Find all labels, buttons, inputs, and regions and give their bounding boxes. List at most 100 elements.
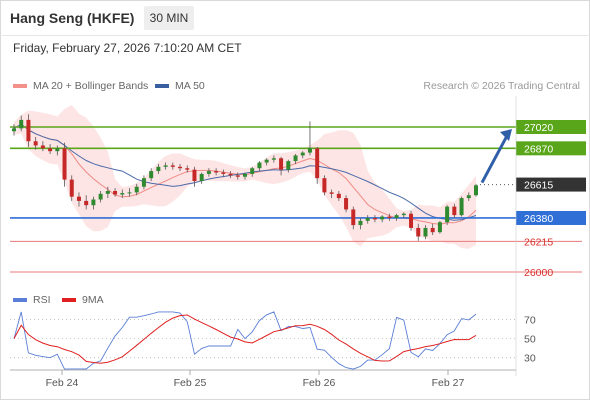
legend-swatch-9ma	[62, 298, 76, 302]
candle-body	[372, 217, 377, 220]
candle-body	[185, 168, 190, 170]
candle-body	[170, 165, 175, 167]
candle-body	[430, 227, 435, 233]
chart-header: Hang Seng (HKFE) 30 MIN	[0, 0, 590, 36]
candle-body	[69, 179, 74, 197]
candle-body	[48, 148, 53, 152]
candle-body	[329, 192, 334, 194]
candle-body	[156, 166, 161, 172]
candle-body	[40, 145, 45, 149]
candle-body	[141, 178, 146, 187]
legend-label-9ma: 9MA	[82, 294, 104, 306]
legend-label-ma20: MA 20 + Bollinger Bands	[33, 80, 149, 92]
report-datetime: Friday, February 27, 2026 7:10:20 AM CET	[13, 41, 242, 55]
last-price-box	[516, 177, 586, 192]
level-label-26380: 26380	[524, 213, 553, 225]
legend-swatch-ma20	[13, 84, 27, 88]
candle-body	[437, 222, 442, 233]
candle-body	[98, 193, 103, 200]
candle-body	[344, 198, 349, 210]
candle-body	[127, 192, 132, 194]
candle-body	[105, 190, 110, 194]
legend-ma50: MA 50	[155, 80, 205, 92]
candle-body	[394, 215, 399, 218]
candle-body	[84, 200, 89, 206]
level-label-27020: 27020	[524, 122, 553, 134]
candle-body	[409, 213, 414, 228]
candle-body	[55, 148, 60, 152]
x-tick-label-feb-24: Feb 24	[46, 377, 79, 389]
candle-body	[163, 165, 168, 167]
candle-body	[91, 199, 96, 206]
candle-body	[271, 158, 276, 160]
last-price-label: 26615	[524, 180, 553, 192]
level-label-26000: 26000	[524, 267, 553, 279]
candle-body	[178, 166, 183, 169]
legend-swatch-rsi	[13, 298, 27, 302]
candle-body	[134, 186, 139, 193]
forecast-arrow-head	[500, 129, 512, 141]
forecast-arrow-shaft	[480, 133, 510, 184]
candle-body	[380, 216, 385, 220]
x-tick-label-feb-25: Feb 25	[174, 377, 207, 389]
x-tick-label-feb-26: Feb 26	[303, 377, 336, 389]
instrument-title: Hang Seng (HKFE)	[10, 10, 135, 26]
candle-body	[257, 162, 262, 169]
interval-button[interactable]: 30 MIN	[144, 6, 194, 30]
candle-body	[192, 169, 197, 182]
legend-label-ma50: MA 50	[175, 80, 205, 92]
candle-body	[264, 159, 269, 163]
candle-body	[279, 158, 284, 170]
candle-body	[293, 155, 298, 162]
candle-body	[322, 178, 327, 193]
candle-body	[26, 119, 31, 142]
rsi-tick-70: 70	[524, 315, 536, 327]
x-tick-label-feb-27: Feb 27	[432, 377, 465, 389]
candle-body	[243, 173, 247, 177]
rsi-line	[13, 311, 477, 370]
candle-body	[336, 193, 341, 199]
candle-body	[445, 206, 450, 223]
candle-body	[19, 119, 24, 129]
rsi-9ma-line	[13, 314, 477, 364]
candle-body	[113, 190, 118, 195]
candle-body	[315, 148, 320, 179]
candle-body	[423, 227, 428, 237]
candle-body	[199, 173, 204, 182]
header-divider	[0, 35, 590, 36]
rsi-tick-50: 50	[524, 334, 536, 346]
candle-body	[76, 196, 81, 201]
candle-body	[300, 152, 305, 156]
candle-body	[235, 175, 240, 177]
level-label-26870: 26870	[524, 143, 553, 155]
candle-body	[401, 213, 406, 216]
candle-body	[307, 148, 312, 153]
candle-body	[286, 161, 291, 170]
candle-body	[206, 171, 211, 174]
candle-body	[459, 198, 464, 216]
candle-body	[250, 168, 255, 174]
level-box-26870	[516, 141, 586, 156]
candle-body	[33, 141, 38, 146]
candle-body	[120, 193, 125, 195]
candle-body	[149, 171, 154, 179]
level-label-26215: 26215	[524, 236, 553, 248]
legend-rsi: RSI	[13, 294, 51, 306]
candle-body	[474, 185, 478, 196]
legend-swatch-ma50	[155, 84, 169, 88]
candle-body	[466, 195, 471, 199]
candle-body	[358, 220, 363, 226]
rsi-tick-30: 30	[524, 353, 536, 365]
candle-body	[416, 227, 421, 237]
candle-body	[221, 172, 226, 174]
level-box-26380	[516, 210, 586, 225]
candle-body	[12, 128, 16, 132]
candle-body	[452, 206, 457, 216]
level-box-27020	[516, 120, 586, 134]
candle-body	[228, 173, 233, 176]
candle-body	[365, 217, 370, 221]
candle-body	[62, 148, 67, 180]
candle-body	[351, 209, 356, 226]
legend-label-rsi: RSI	[33, 294, 51, 306]
